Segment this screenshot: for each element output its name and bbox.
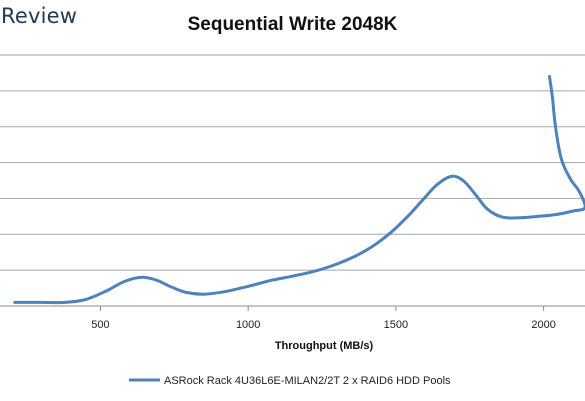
gridlines	[0, 54, 585, 271]
series-line	[13, 75, 585, 305]
chart-title: Sequential Write 2048K	[0, 14, 585, 36]
legend-label: ASRock Rack 4U36L6E-MILAN2/2T 2 x RAID6 …	[164, 375, 451, 387]
x-axis	[0, 305, 585, 311]
brand-logo-text: Review	[1, 4, 78, 28]
x-tick-label: 1500	[384, 319, 408, 331]
x-tick-label: 2000	[531, 319, 555, 331]
x-tick-labels: 500 1000 1500 2000	[91, 319, 556, 331]
x-tick-label: 1000	[236, 319, 260, 331]
x-axis-title: Throughput (MB/s)	[275, 340, 374, 352]
legend: ASRock Rack 4U36L6E-MILAN2/2T 2 x RAID6 …	[129, 375, 451, 387]
x-tick-label: 500	[91, 319, 109, 331]
chart-title-text: Sequential Write 2048K	[187, 14, 398, 35]
